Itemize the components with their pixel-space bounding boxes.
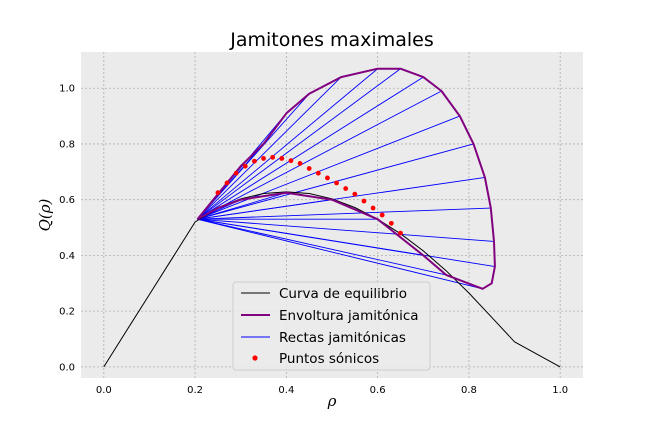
jamiton-line xyxy=(197,115,460,220)
jamiton-line xyxy=(197,76,342,220)
x-tick-label: 0.4 xyxy=(278,385,294,396)
sonic-point xyxy=(361,198,367,204)
sonic-point xyxy=(388,220,394,226)
sonic-point xyxy=(325,175,330,181)
x-tick-label: 0.0 xyxy=(96,385,112,396)
jamiton-line xyxy=(197,218,447,276)
y-tick-label: 0.8 xyxy=(59,139,75,150)
sonic-point xyxy=(215,190,221,196)
jamiton-line xyxy=(197,218,495,242)
legend-box xyxy=(232,281,431,371)
y-tick-label: 0.4 xyxy=(59,251,75,262)
x-tick-label: 0.6 xyxy=(370,385,386,396)
sonic-point xyxy=(297,161,303,166)
legend-label-rectas: Rectas jamitónicas xyxy=(279,330,406,346)
sonic-point xyxy=(315,170,321,176)
y-tick-label: 1.0 xyxy=(59,84,75,95)
sonic-point xyxy=(306,166,312,171)
sonic-point xyxy=(224,180,230,186)
legend-label-sonicos: Puntos sónicos xyxy=(279,351,379,367)
jamiton-line xyxy=(197,192,287,220)
sonic-point xyxy=(261,156,266,161)
jamiton-line xyxy=(197,76,424,220)
jamiton-line xyxy=(197,68,401,220)
envelope-line xyxy=(196,67,496,290)
sonic-point xyxy=(343,186,349,191)
legend-label-equilibrio: Curva de equilibrio xyxy=(279,286,407,302)
sonic-point xyxy=(279,156,285,161)
jamiton-line xyxy=(197,218,483,290)
jamiton-line xyxy=(197,207,491,220)
legend: Curva de equilibrio Envoltura jamitónica… xyxy=(232,281,431,371)
sonic-point xyxy=(379,212,385,218)
ticks: 0.0 0.2 0.4 0.6 0.8 1.0 0.0 0.2 0.4 0.6 0.8 1.0 xyxy=(59,84,568,396)
series-layer xyxy=(103,67,561,368)
sonic-point xyxy=(252,158,257,164)
y-tick-label: 0.0 xyxy=(59,362,75,373)
y-tick-label: 0.6 xyxy=(59,195,75,206)
jamiton-line xyxy=(197,90,442,220)
sonic-point xyxy=(398,230,403,236)
equilibrium-line xyxy=(103,191,561,368)
jamiton-line xyxy=(197,218,424,256)
jamiton-line xyxy=(197,68,378,220)
x-tick-label: 0.8 xyxy=(461,385,477,396)
x-axis-label: ρ xyxy=(327,392,337,410)
y-tick-label: 0.2 xyxy=(59,307,75,318)
jamiton-line xyxy=(197,93,310,220)
sonic-point xyxy=(270,154,276,160)
x-tick-label: 0.2 xyxy=(187,385,203,396)
sonic-point xyxy=(242,163,248,169)
sonic-point xyxy=(233,170,239,176)
sonic-point xyxy=(334,180,339,186)
legend-marker-sonicos xyxy=(252,355,258,361)
y-axis-label: Q(ρ) xyxy=(36,198,54,231)
sonic-point xyxy=(352,191,358,197)
sonic-point xyxy=(370,205,376,211)
jamiton-line xyxy=(197,199,333,220)
x-tick-label: 1.0 xyxy=(552,385,568,396)
legend-label-envoltura: Envoltura jamitónica xyxy=(279,308,419,324)
sonic-point xyxy=(288,158,294,164)
chart-title: Jamitones maximales xyxy=(229,29,433,51)
